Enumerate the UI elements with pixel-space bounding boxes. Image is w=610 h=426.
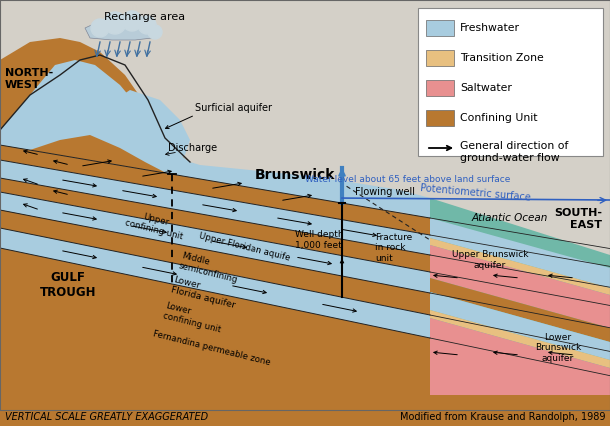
Circle shape — [91, 19, 109, 37]
Text: GULF
TROUGH: GULF TROUGH — [40, 271, 96, 299]
Text: Saltwater: Saltwater — [460, 83, 512, 93]
Text: SOUTH-
EAST: SOUTH- EAST — [554, 208, 602, 230]
Text: Potentiometric surface: Potentiometric surface — [420, 183, 531, 203]
Text: Brunswick: Brunswick — [255, 168, 335, 182]
Bar — [426, 80, 454, 96]
Polygon shape — [430, 278, 610, 342]
Polygon shape — [0, 60, 430, 218]
Polygon shape — [430, 218, 610, 288]
Text: Fracture
in rock
unit: Fracture in rock unit — [375, 233, 412, 263]
Polygon shape — [430, 198, 610, 395]
Text: Discharge: Discharge — [168, 143, 217, 153]
Text: Flowing well: Flowing well — [355, 187, 415, 197]
Polygon shape — [430, 245, 610, 328]
Text: Well depth
1,000 feet: Well depth 1,000 feet — [295, 230, 343, 250]
Bar — [426, 110, 454, 126]
Polygon shape — [430, 310, 610, 368]
Bar — [418, 8, 603, 156]
Polygon shape — [0, 178, 430, 272]
Text: Upper
confining unit: Upper confining unit — [124, 208, 186, 242]
Polygon shape — [430, 292, 610, 360]
Polygon shape — [0, 192, 430, 293]
Circle shape — [138, 16, 156, 34]
Text: Confining Unit: Confining Unit — [460, 113, 537, 123]
Text: General direction of
ground-water flow: General direction of ground-water flow — [460, 141, 569, 163]
Text: Lower
confining unit: Lower confining unit — [162, 302, 224, 334]
Text: VERTICAL SCALE GREATLY EXAGGERATED: VERTICAL SCALE GREATLY EXAGGERATED — [5, 412, 208, 422]
Polygon shape — [0, 248, 610, 426]
Text: Atlantic Ocean: Atlantic Ocean — [472, 213, 548, 223]
Text: Upper Brunswick
aquifer: Upper Brunswick aquifer — [452, 250, 528, 270]
Polygon shape — [0, 38, 200, 179]
Circle shape — [122, 11, 142, 31]
Text: Freshwater: Freshwater — [460, 23, 520, 33]
Polygon shape — [0, 200, 610, 426]
Bar — [426, 20, 454, 36]
Polygon shape — [85, 20, 158, 40]
Text: Transition Zone: Transition Zone — [460, 53, 544, 63]
Text: Recharge area: Recharge area — [104, 12, 185, 22]
Text: Lower
Florida aquifer: Lower Florida aquifer — [170, 276, 239, 311]
Polygon shape — [0, 228, 430, 338]
Text: Modified from Krause and Randolph, 1989: Modified from Krause and Randolph, 1989 — [400, 412, 605, 422]
Polygon shape — [430, 318, 610, 395]
Polygon shape — [0, 210, 430, 315]
Polygon shape — [430, 238, 610, 295]
Text: Water level about 65 feet above land surface: Water level about 65 feet above land sur… — [305, 176, 511, 184]
Text: Fernandina permeable zone: Fernandina permeable zone — [152, 329, 271, 367]
Text: Surficial aquifer: Surficial aquifer — [195, 103, 272, 113]
Text: Upper Floridan aquife: Upper Floridan aquife — [198, 231, 291, 263]
Polygon shape — [0, 60, 190, 165]
Circle shape — [148, 25, 162, 39]
Circle shape — [104, 12, 126, 34]
Polygon shape — [0, 160, 430, 255]
Text: Middle
semiconfining: Middle semiconfining — [178, 251, 242, 285]
Text: NORTH-
WEST: NORTH- WEST — [5, 68, 53, 89]
Text: Lower
Brunswick
aquifer: Lower Brunswick aquifer — [535, 333, 581, 363]
Polygon shape — [100, 90, 190, 162]
Polygon shape — [0, 145, 430, 235]
Bar — [426, 50, 454, 66]
